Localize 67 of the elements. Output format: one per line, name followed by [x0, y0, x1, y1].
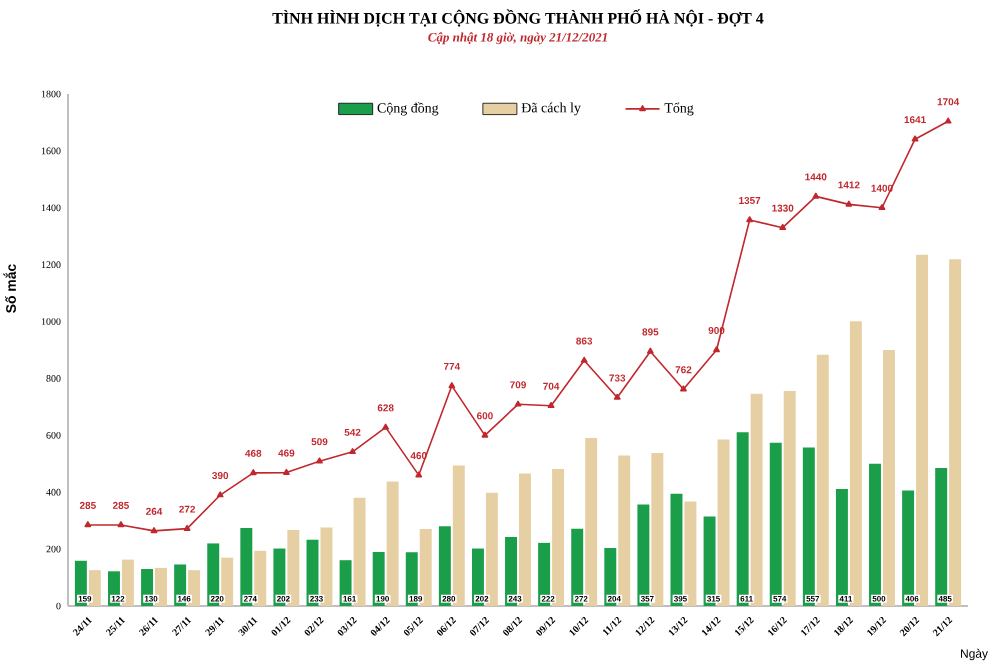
point [812, 192, 820, 199]
point [779, 223, 787, 230]
bar [519, 473, 531, 606]
point [216, 491, 224, 498]
point [580, 356, 588, 363]
bar [816, 354, 829, 606]
point [746, 216, 754, 223]
point [283, 468, 290, 475]
bar [254, 550, 267, 606]
point [646, 347, 654, 354]
bar [849, 321, 862, 606]
point [382, 423, 390, 430]
bar [452, 465, 465, 606]
bar [240, 528, 253, 606]
bar [155, 567, 167, 606]
bar [221, 557, 234, 606]
bar [750, 393, 763, 606]
bar [438, 526, 451, 606]
bar [552, 468, 565, 606]
bar [618, 455, 631, 606]
point [117, 521, 125, 528]
bar [736, 432, 749, 606]
bar [651, 452, 664, 606]
bar [783, 390, 796, 606]
point [84, 521, 92, 528]
bar [571, 528, 584, 606]
point [878, 203, 886, 211]
point [911, 135, 919, 142]
point [481, 431, 489, 438]
point [183, 524, 191, 531]
bar [88, 570, 101, 606]
bar [717, 439, 730, 606]
point [613, 393, 621, 400]
bar [505, 536, 518, 606]
point [547, 401, 555, 409]
bar [419, 528, 432, 606]
bar [684, 501, 697, 606]
bar [538, 542, 551, 606]
bar [353, 497, 366, 606]
point [514, 400, 522, 407]
bar [935, 468, 948, 606]
point [944, 117, 952, 124]
bar [916, 254, 929, 606]
bar [320, 527, 333, 606]
bar [386, 481, 399, 606]
point [415, 471, 423, 478]
bar [802, 447, 815, 606]
bar [287, 530, 300, 606]
bar [949, 259, 962, 606]
bar [882, 350, 895, 606]
bar [207, 543, 220, 606]
bar [637, 504, 650, 606]
point [150, 527, 158, 534]
point [316, 457, 323, 464]
point [680, 385, 687, 392]
point [713, 346, 720, 353]
bar [703, 516, 716, 606]
bar [835, 489, 848, 606]
point [448, 382, 456, 389]
bar [485, 492, 498, 606]
point [349, 448, 356, 455]
bar [585, 437, 598, 606]
point [249, 469, 257, 476]
point [845, 200, 853, 207]
bar [188, 570, 201, 606]
bar [121, 559, 134, 606]
bar [902, 490, 915, 606]
